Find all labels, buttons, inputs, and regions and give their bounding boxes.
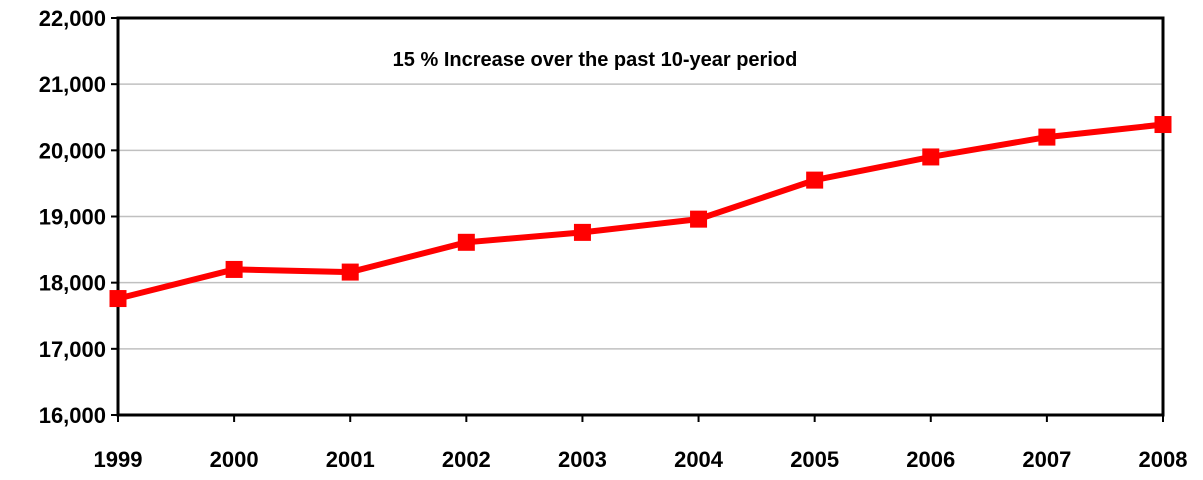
data-point-marker <box>1038 128 1056 146</box>
y-tick-label: 19,000 <box>39 205 106 230</box>
data-point-marker <box>690 210 708 228</box>
x-tick-label: 2003 <box>558 447 607 472</box>
data-point-marker <box>457 233 475 251</box>
chart-annotation: 15 % Increase over the past 10-year peri… <box>393 49 798 71</box>
data-point-marker <box>573 223 591 241</box>
x-tick-label: 2008 <box>1139 447 1188 472</box>
y-tick-label: 16,000 <box>39 403 106 428</box>
y-tick-label: 22,000 <box>39 6 106 31</box>
series-line <box>117 121 1164 302</box>
x-tick-label: 2007 <box>1022 447 1071 472</box>
data-point-marker <box>341 263 359 281</box>
data-point-marker <box>225 260 243 278</box>
x-tick-label: 1999 <box>94 447 143 472</box>
x-tick-label: 2005 <box>790 447 839 472</box>
axes <box>111 16 1165 422</box>
y-tick-label: 17,000 <box>39 337 106 362</box>
x-tick-label: 2006 <box>906 447 955 472</box>
x-tick-label: 2000 <box>210 447 259 472</box>
data-point-marker <box>1154 116 1172 134</box>
series <box>109 116 1172 308</box>
x-tick-label: 2004 <box>674 447 724 472</box>
data-point-marker <box>109 290 127 308</box>
data-point-marker <box>922 148 940 166</box>
x-tick-label: 2002 <box>442 447 491 472</box>
x-tick-label: 2001 <box>326 447 375 472</box>
tick-labels: 16,000 17,000 18,000 19,000 20,000 21,000 22,0… <box>39 6 1188 472</box>
y-tick-label: 18,000 <box>39 271 106 296</box>
data-point-marker <box>806 171 824 189</box>
gridlines <box>118 83 1163 350</box>
y-tick-label: 21,000 <box>39 72 106 97</box>
y-tick-label: 20,000 <box>39 138 106 163</box>
